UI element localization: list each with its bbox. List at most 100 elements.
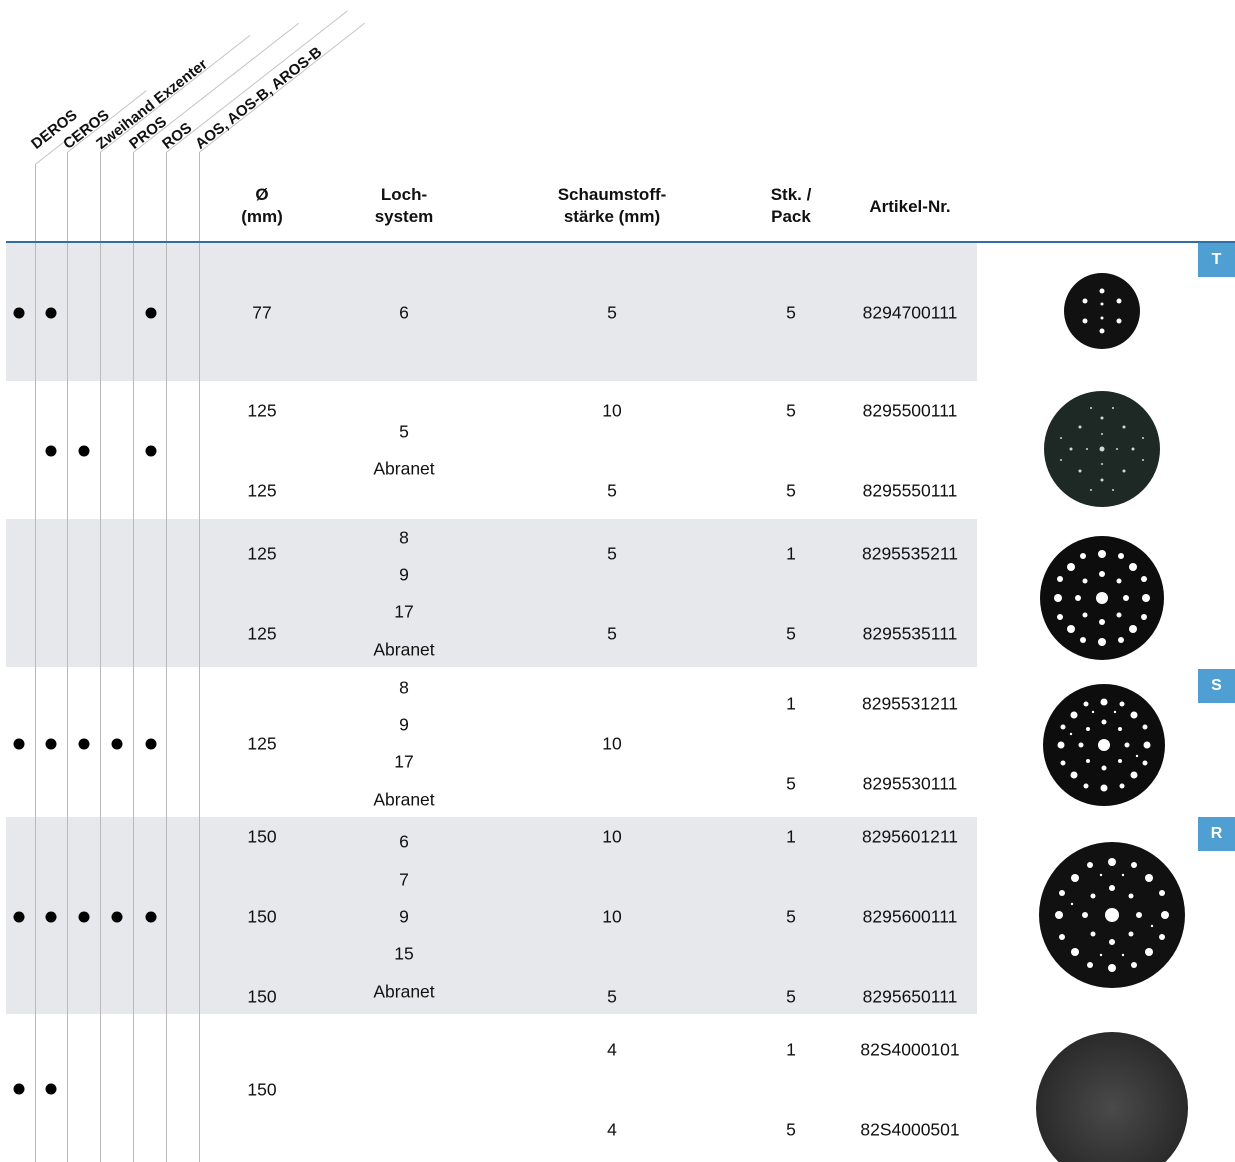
cell-hole-system: 17	[394, 751, 414, 772]
compat-dot	[45, 738, 57, 750]
cell-diameter: 125	[247, 543, 277, 564]
cell-pack: 5	[786, 480, 796, 501]
header-pack: Stk. / Pack	[771, 184, 812, 228]
cell-pack: 5	[786, 986, 796, 1007]
cell-article: 8295550111	[862, 480, 958, 501]
header-foam-line1: Schaumstoff-	[557, 185, 667, 204]
compat-dot	[145, 911, 157, 923]
cell-article: 8295531211	[861, 693, 959, 714]
tool-column-line	[100, 152, 101, 1162]
header-foam: Schaumstoff- stärke (mm)	[558, 184, 667, 228]
cell-article: 8295601211	[861, 826, 959, 847]
row-band-3	[6, 519, 977, 667]
cell-foam: 4	[607, 1119, 617, 1140]
cell-hole-system: 17	[394, 601, 414, 622]
cell-pack: 5	[786, 1119, 796, 1140]
cell-hole-system: 8	[399, 527, 409, 548]
cell-pack: 5	[786, 302, 796, 323]
cell-pack: 5	[786, 623, 796, 644]
header-hole-line2: system	[374, 207, 434, 226]
cell-foam: 10	[602, 733, 622, 754]
row-band-5	[6, 817, 977, 1014]
row-band-1	[6, 243, 977, 381]
cell-hole-system: 15	[394, 943, 414, 964]
header-diameter-line1: Ø	[255, 185, 269, 204]
cell-diameter: 125	[247, 400, 277, 421]
cell-diameter: 77	[252, 302, 272, 323]
compat-dot	[13, 307, 25, 319]
compat-dot	[145, 445, 157, 457]
cell-article: 8295530111	[862, 773, 958, 794]
header-diameter: Ø (mm)	[241, 184, 283, 228]
compat-dot	[45, 911, 57, 923]
compat-dot	[45, 307, 57, 319]
header-rule	[6, 241, 1235, 243]
cell-hole-system: Abranet	[373, 789, 435, 810]
cell-article: 8295650111	[862, 986, 958, 1007]
compat-dot	[145, 307, 157, 319]
pad-150-solid-icon	[1036, 1032, 1188, 1162]
cell-pack: 1	[786, 826, 796, 847]
cell-hole-system: 6	[399, 302, 409, 323]
cell-pack: 1	[786, 543, 796, 564]
cell-foam: 10	[602, 400, 622, 421]
cell-hole-system: 6	[399, 831, 409, 852]
cell-hole-system: 9	[399, 714, 409, 735]
cell-foam: 5	[607, 623, 617, 644]
tool-column-line	[166, 152, 167, 1162]
header-pack-line1: Stk. /	[770, 185, 812, 204]
compat-dot	[78, 911, 90, 923]
pad-77-6-hole-icon	[1064, 273, 1140, 349]
tag-s: S	[1198, 669, 1235, 703]
pad-150-multihole-icon	[1039, 842, 1185, 988]
cell-hole-system: 8	[399, 677, 409, 698]
compat-dot	[111, 738, 123, 750]
cell-foam: 10	[602, 906, 622, 927]
pad-125-multihole-icon	[1040, 536, 1164, 660]
cell-diameter: 150	[247, 986, 277, 1007]
cell-foam: 5	[607, 480, 617, 501]
compat-dot	[78, 738, 90, 750]
tag-r: R	[1198, 817, 1235, 851]
pad-125-multihole-s-icon	[1043, 684, 1165, 806]
compat-dot	[13, 911, 25, 923]
cell-hole-system: Abranet	[373, 981, 435, 1002]
cell-hole-system: Abranet	[373, 639, 435, 660]
cell-foam: 5	[607, 302, 617, 323]
tool-column-line	[199, 152, 200, 1162]
cell-foam: 5	[607, 543, 617, 564]
cell-foam: 10	[602, 826, 622, 847]
cell-diameter: 150	[247, 1079, 277, 1100]
cell-pack: 1	[786, 693, 796, 714]
cell-foam: 4	[607, 1039, 617, 1060]
compat-dot	[13, 738, 25, 750]
cell-article: 8295535211	[861, 543, 959, 564]
tool-column-line	[133, 152, 134, 1162]
header-hole-line1: Loch-	[380, 185, 428, 204]
cell-hole-system: 9	[399, 564, 409, 585]
cell-pack: 5	[786, 906, 796, 927]
cell-article: 82S4000501	[860, 1119, 960, 1140]
compat-dot	[145, 738, 157, 750]
tag-t: T	[1198, 243, 1235, 277]
cell-hole-system: 9	[399, 906, 409, 927]
cell-hole-system: 5	[399, 421, 409, 442]
cell-article: 8294700111	[862, 302, 958, 323]
header-diameter-line2: (mm)	[241, 207, 283, 226]
cell-article: 82S4000101	[860, 1039, 960, 1060]
header-pack-line2: Pack	[771, 207, 811, 226]
cell-pack: 1	[786, 1039, 796, 1060]
header-article: Artikel-Nr.	[869, 197, 951, 216]
header-hole-system: Loch- system	[375, 184, 434, 228]
cell-article: 8295500111	[862, 400, 958, 421]
tool-label-aos: AOS, AOS-B, AROS-B	[192, 43, 326, 153]
compat-dot	[13, 1083, 25, 1095]
cell-diameter: 125	[247, 733, 277, 754]
compat-dot	[45, 1083, 57, 1095]
cell-diameter: 150	[247, 826, 277, 847]
pad-125-abranet-icon	[1044, 391, 1160, 507]
cell-foam: 5	[607, 986, 617, 1007]
cell-article: 8295600111	[862, 906, 958, 927]
cell-diameter: 125	[247, 480, 277, 501]
cell-hole-system: 7	[399, 869, 409, 890]
